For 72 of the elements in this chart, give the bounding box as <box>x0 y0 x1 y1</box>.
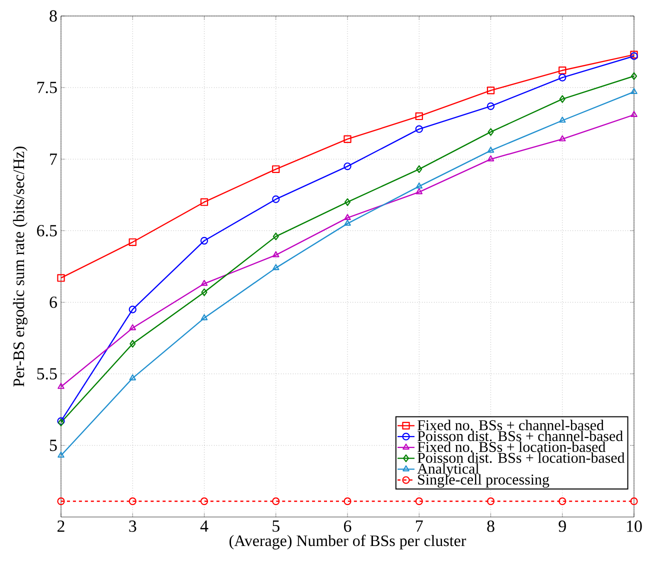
point <box>128 306 136 314</box>
point <box>129 374 136 380</box>
y-tick-label: 5 <box>50 440 57 452</box>
x-tick-label: 4 <box>200 520 208 532</box>
point <box>57 497 65 506</box>
y-axis-title: Per-BS ergodic sum rate (bits/sec/Hz) <box>12 146 28 387</box>
legend-label: Poisson dist. BSs + channel-based <box>418 430 623 442</box>
point <box>272 251 280 258</box>
x-tick-label: 5 <box>272 520 280 532</box>
point <box>344 214 351 220</box>
x-tick-label: 6 <box>344 520 352 532</box>
point <box>486 497 495 506</box>
point <box>200 280 208 286</box>
point <box>272 195 280 204</box>
point <box>272 497 280 506</box>
point <box>57 274 65 282</box>
x-tick-label: 10 <box>627 520 642 532</box>
point <box>415 125 423 133</box>
point <box>558 116 566 123</box>
point <box>201 288 208 296</box>
x-axis-title: (Average) Number of BSs per cluster <box>230 534 466 550</box>
point <box>558 497 566 506</box>
point <box>415 497 423 506</box>
point <box>128 497 136 506</box>
point <box>558 66 566 74</box>
point <box>486 102 495 110</box>
y-tick-label: 6.5 <box>37 224 57 236</box>
legend-label: Fixed no. BSs + channel-based <box>418 420 604 430</box>
point <box>630 497 638 506</box>
point <box>130 340 136 348</box>
point <box>200 236 208 245</box>
point <box>344 497 352 506</box>
point <box>272 232 279 240</box>
point <box>486 86 495 94</box>
point <box>344 162 352 170</box>
y-tick-label: 6 <box>50 296 57 308</box>
point <box>558 135 566 142</box>
y-tick-label: 8 <box>50 10 57 22</box>
point <box>416 188 423 194</box>
legend-label: Fixed no. BSs + location-based <box>418 442 606 452</box>
point <box>630 110 638 117</box>
x-tick-label: 3 <box>129 520 136 532</box>
point <box>630 72 638 80</box>
point <box>487 146 494 153</box>
point <box>488 128 494 136</box>
y-tick-label: 7 <box>50 154 57 165</box>
point <box>415 112 423 120</box>
point <box>344 220 351 226</box>
point <box>630 88 638 94</box>
x-tick-label: 7 <box>416 520 423 532</box>
point <box>344 135 352 143</box>
point <box>487 155 494 162</box>
point <box>58 452 64 458</box>
legend-label: Poisson dist. BSs + location-based <box>418 452 625 463</box>
x-tick-label: 8 <box>487 520 494 532</box>
point <box>272 264 280 270</box>
point <box>200 497 208 506</box>
point <box>344 198 351 206</box>
point <box>200 314 208 320</box>
point <box>559 95 566 103</box>
point <box>558 74 566 82</box>
point <box>416 165 422 173</box>
point <box>128 238 136 246</box>
x-tick-label: 2 <box>58 520 64 532</box>
x-tick-label: 9 <box>558 520 566 532</box>
point <box>416 182 423 189</box>
y-tick-label: 5.5 <box>37 368 57 380</box>
y-tick-label: 7.5 <box>37 82 57 94</box>
point <box>272 165 280 173</box>
point <box>200 198 208 206</box>
point <box>129 324 136 330</box>
point <box>58 382 64 389</box>
